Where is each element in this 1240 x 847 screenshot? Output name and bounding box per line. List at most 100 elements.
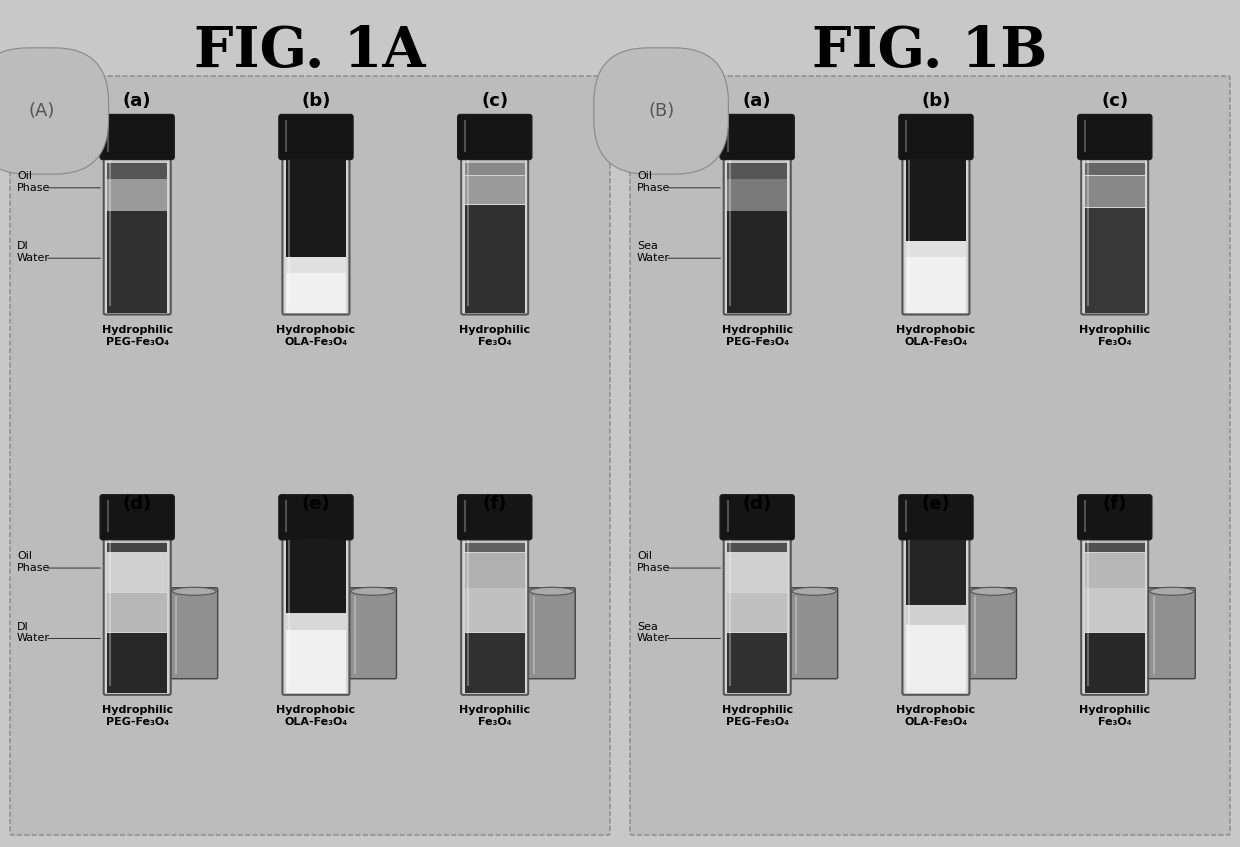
Text: (a): (a) (123, 92, 151, 110)
Bar (286, 274, 346, 313)
Bar (727, 553, 787, 592)
Bar (1085, 176, 1145, 208)
FancyBboxPatch shape (279, 495, 353, 540)
Bar (286, 153, 346, 257)
Text: Oil
Phase: Oil Phase (637, 171, 671, 192)
Text: (d): (d) (743, 495, 771, 513)
Bar (465, 633, 525, 693)
FancyBboxPatch shape (970, 588, 1017, 678)
Text: Hydrophilic
PEG-Fe₃O₄: Hydrophilic PEG-Fe₃O₄ (722, 706, 792, 727)
Bar (107, 633, 167, 693)
Bar (465, 176, 525, 204)
FancyBboxPatch shape (528, 588, 575, 678)
Bar (107, 534, 167, 543)
Bar (1085, 588, 1145, 633)
Text: (e): (e) (921, 495, 950, 513)
FancyBboxPatch shape (100, 495, 174, 540)
Text: Hydrophobic
OLA-Fe₃O₄: Hydrophobic OLA-Fe₃O₄ (277, 706, 356, 727)
Text: (B): (B) (649, 102, 675, 120)
Bar (906, 257, 966, 313)
Ellipse shape (904, 531, 968, 540)
Ellipse shape (792, 587, 836, 595)
FancyBboxPatch shape (104, 152, 171, 314)
FancyBboxPatch shape (283, 532, 350, 695)
Bar (727, 534, 787, 543)
Text: FIG. 1B: FIG. 1B (812, 25, 1048, 80)
Ellipse shape (463, 531, 527, 540)
Ellipse shape (725, 151, 789, 159)
FancyBboxPatch shape (903, 152, 970, 314)
Bar (906, 625, 966, 693)
Bar (465, 588, 525, 633)
Bar (906, 534, 966, 606)
Ellipse shape (284, 531, 348, 540)
Bar (1085, 543, 1145, 552)
FancyBboxPatch shape (630, 76, 1230, 835)
FancyBboxPatch shape (724, 532, 791, 695)
FancyBboxPatch shape (1081, 152, 1148, 314)
Text: Hydrophilic
PEG-Fe₃O₄: Hydrophilic PEG-Fe₃O₄ (722, 325, 792, 346)
FancyBboxPatch shape (458, 495, 532, 540)
Text: (a): (a) (743, 92, 771, 110)
Text: (f): (f) (482, 495, 507, 513)
Ellipse shape (1083, 151, 1147, 159)
Ellipse shape (1149, 587, 1194, 595)
FancyBboxPatch shape (720, 114, 794, 159)
Text: (b): (b) (921, 92, 951, 110)
Bar (1085, 163, 1145, 175)
Bar (906, 241, 966, 257)
FancyBboxPatch shape (1078, 495, 1152, 540)
Text: Hydrophobic
OLA-Fe₃O₄: Hydrophobic OLA-Fe₃O₄ (277, 325, 356, 346)
FancyBboxPatch shape (283, 152, 350, 314)
Ellipse shape (463, 151, 527, 159)
Bar (727, 211, 787, 313)
FancyBboxPatch shape (458, 114, 532, 159)
Text: Sea
Water: Sea Water (637, 622, 670, 643)
Ellipse shape (904, 151, 968, 159)
Bar (1085, 153, 1145, 163)
Bar (1085, 553, 1145, 588)
Text: (f): (f) (1102, 495, 1127, 513)
Bar (727, 633, 787, 693)
Bar (107, 593, 167, 633)
FancyBboxPatch shape (899, 114, 973, 159)
FancyBboxPatch shape (171, 588, 218, 678)
Text: Oil
Phase: Oil Phase (17, 171, 51, 192)
FancyBboxPatch shape (10, 76, 610, 835)
Ellipse shape (105, 151, 169, 159)
Bar (286, 534, 346, 613)
Ellipse shape (971, 587, 1016, 595)
Bar (465, 534, 525, 543)
Ellipse shape (284, 151, 348, 159)
Bar (906, 606, 966, 624)
Bar (465, 153, 525, 163)
Ellipse shape (172, 587, 216, 595)
Text: Hydrophobic
OLA-Fe₃O₄: Hydrophobic OLA-Fe₃O₄ (897, 325, 976, 346)
FancyBboxPatch shape (350, 588, 397, 678)
FancyBboxPatch shape (903, 532, 970, 695)
Text: Hydrophilic
PEG-Fe₃O₄: Hydrophilic PEG-Fe₃O₄ (102, 325, 172, 346)
Bar (107, 543, 167, 552)
Bar (107, 211, 167, 313)
Bar (465, 553, 525, 588)
FancyBboxPatch shape (104, 532, 171, 695)
Bar (727, 163, 787, 179)
Text: (b): (b) (301, 92, 331, 110)
Text: Hydrophilic
Fe₃O₄: Hydrophilic Fe₃O₄ (459, 325, 531, 346)
Bar (107, 153, 167, 163)
Bar (465, 205, 525, 313)
FancyBboxPatch shape (279, 114, 353, 159)
Text: Sea
Water: Sea Water (637, 241, 670, 263)
Text: DI
Water: DI Water (17, 622, 50, 643)
Text: Oil
Phase: Oil Phase (17, 551, 51, 573)
Bar (286, 614, 346, 629)
Ellipse shape (351, 587, 396, 595)
Bar (727, 153, 787, 163)
Ellipse shape (529, 587, 574, 595)
Text: DI
Water: DI Water (17, 241, 50, 263)
Ellipse shape (105, 531, 169, 540)
Text: (d): (d) (123, 495, 151, 513)
Text: (A): (A) (29, 102, 55, 120)
Text: Hydrophobic
OLA-Fe₃O₄: Hydrophobic OLA-Fe₃O₄ (897, 706, 976, 727)
Bar (727, 543, 787, 552)
